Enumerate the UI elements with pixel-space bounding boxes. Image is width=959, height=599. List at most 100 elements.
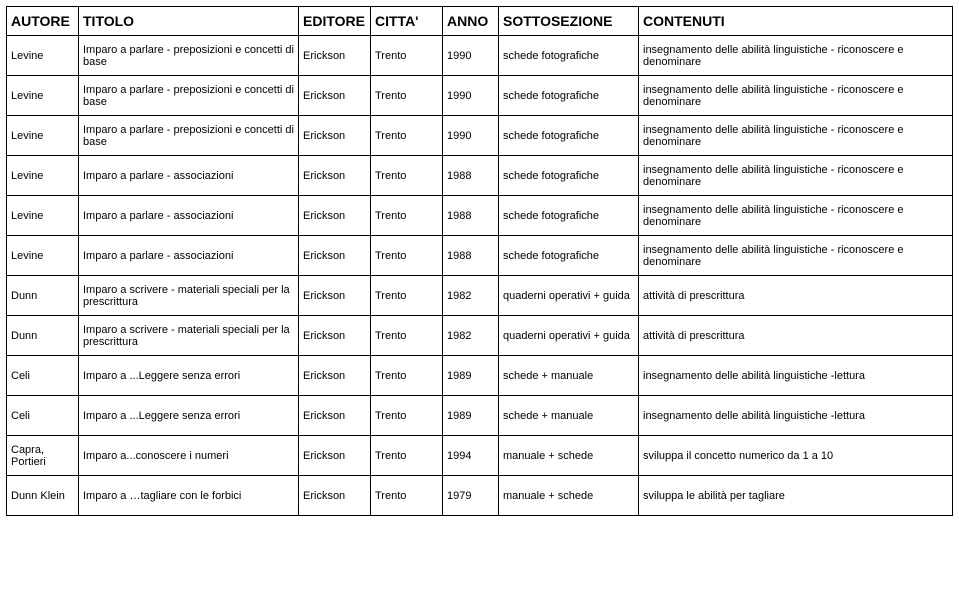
cell-anno: 1979 <box>443 476 499 516</box>
table-row: LevineImparo a parlare - preposizioni e … <box>7 76 953 116</box>
cell-anno: 1988 <box>443 156 499 196</box>
cell-contenuti: sviluppa le abilità per tagliare <box>639 476 953 516</box>
cell-autore: Celi <box>7 356 79 396</box>
cell-titolo: Imparo a ...Leggere senza errori <box>79 356 299 396</box>
cell-contenuti: attività di prescrittura <box>639 316 953 356</box>
cell-sottosezione: schede fotografiche <box>499 76 639 116</box>
cell-contenuti: insegnamento delle abilità linguistiche … <box>639 156 953 196</box>
cell-editore: Erickson <box>299 276 371 316</box>
cell-sottosezione: schede fotografiche <box>499 196 639 236</box>
cell-autore: Levine <box>7 36 79 76</box>
cell-anno: 1988 <box>443 196 499 236</box>
cell-anno: 1989 <box>443 396 499 436</box>
cell-sottosezione: schede fotografiche <box>499 116 639 156</box>
cell-editore: Erickson <box>299 36 371 76</box>
table-row: Capra, PortieriImparo a...conoscere i nu… <box>7 436 953 476</box>
table-row: DunnImparo a scrivere - materiali specia… <box>7 316 953 356</box>
cell-titolo: Imparo a parlare - associazioni <box>79 236 299 276</box>
cell-editore: Erickson <box>299 236 371 276</box>
cell-autore: Capra, Portieri <box>7 436 79 476</box>
table-row: CeliImparo a ...Leggere senza erroriEric… <box>7 396 953 436</box>
table-row: LevineImparo a parlare - associazioniEri… <box>7 196 953 236</box>
cell-anno: 1982 <box>443 276 499 316</box>
col-citta: CITTA' <box>371 7 443 36</box>
cell-sottosezione: schede + manuale <box>499 396 639 436</box>
col-titolo: TITOLO <box>79 7 299 36</box>
cell-sottosezione: schede fotografiche <box>499 156 639 196</box>
cell-citta: Trento <box>371 396 443 436</box>
cell-citta: Trento <box>371 196 443 236</box>
cell-anno: 1988 <box>443 236 499 276</box>
cell-citta: Trento <box>371 476 443 516</box>
cell-editore: Erickson <box>299 116 371 156</box>
cell-contenuti: insegnamento delle abilità linguistiche … <box>639 356 953 396</box>
cell-autore: Dunn Klein <box>7 476 79 516</box>
table-row: DunnImparo a scrivere - materiali specia… <box>7 276 953 316</box>
cell-citta: Trento <box>371 276 443 316</box>
cell-autore: Levine <box>7 156 79 196</box>
col-autore: AUTORE <box>7 7 79 36</box>
cell-sottosezione: manuale + schede <box>499 476 639 516</box>
cell-sottosezione: quaderni operativi + guida <box>499 316 639 356</box>
cell-sottosezione: schede fotografiche <box>499 236 639 276</box>
cell-citta: Trento <box>371 236 443 276</box>
cell-titolo: Imparo a …tagliare con le forbici <box>79 476 299 516</box>
cell-autore: Levine <box>7 196 79 236</box>
cell-anno: 1990 <box>443 76 499 116</box>
col-anno: ANNO <box>443 7 499 36</box>
cell-anno: 1994 <box>443 436 499 476</box>
table-row: Dunn KleinImparo a …tagliare con le forb… <box>7 476 953 516</box>
cell-autore: Dunn <box>7 316 79 356</box>
cell-sottosezione: manuale + schede <box>499 436 639 476</box>
cell-titolo: Imparo a ...Leggere senza errori <box>79 396 299 436</box>
cell-editore: Erickson <box>299 476 371 516</box>
cell-contenuti: insegnamento delle abilità linguistiche … <box>639 396 953 436</box>
cell-titolo: Imparo a parlare - associazioni <box>79 156 299 196</box>
cell-autore: Celi <box>7 396 79 436</box>
cell-titolo: Imparo a...conoscere i numeri <box>79 436 299 476</box>
table-row: LevineImparo a parlare - preposizioni e … <box>7 36 953 76</box>
cell-titolo: Imparo a parlare - preposizioni e concet… <box>79 116 299 156</box>
cell-citta: Trento <box>371 156 443 196</box>
col-editore: EDITORE <box>299 7 371 36</box>
cell-contenuti: sviluppa il concetto numerico da 1 a 10 <box>639 436 953 476</box>
cell-autore: Levine <box>7 116 79 156</box>
table-row: LevineImparo a parlare - associazioniEri… <box>7 156 953 196</box>
cell-editore: Erickson <box>299 436 371 476</box>
col-sottosezione: SOTTOSEZIONE <box>499 7 639 36</box>
cell-citta: Trento <box>371 116 443 156</box>
cell-sottosezione: quaderni operativi + guida <box>499 276 639 316</box>
cell-anno: 1990 <box>443 36 499 76</box>
cell-editore: Erickson <box>299 396 371 436</box>
cell-contenuti: insegnamento delle abilità linguistiche … <box>639 76 953 116</box>
cell-sottosezione: schede fotografiche <box>499 36 639 76</box>
cell-autore: Levine <box>7 236 79 276</box>
cell-citta: Trento <box>371 76 443 116</box>
cell-citta: Trento <box>371 436 443 476</box>
cell-titolo: Imparo a scrivere - materiali speciali p… <box>79 276 299 316</box>
cell-contenuti: insegnamento delle abilità linguistiche … <box>639 36 953 76</box>
col-contenuti: CONTENUTI <box>639 7 953 36</box>
cell-citta: Trento <box>371 356 443 396</box>
cell-contenuti: insegnamento delle abilità linguistiche … <box>639 196 953 236</box>
cell-editore: Erickson <box>299 356 371 396</box>
cell-titolo: Imparo a parlare - associazioni <box>79 196 299 236</box>
cell-titolo: Imparo a parlare - preposizioni e concet… <box>79 76 299 116</box>
cell-contenuti: attività di prescrittura <box>639 276 953 316</box>
cell-anno: 1982 <box>443 316 499 356</box>
cell-contenuti: insegnamento delle abilità linguistiche … <box>639 236 953 276</box>
cell-sottosezione: schede + manuale <box>499 356 639 396</box>
table-row: LevineImparo a parlare - associazioniEri… <box>7 236 953 276</box>
cell-editore: Erickson <box>299 196 371 236</box>
cell-editore: Erickson <box>299 316 371 356</box>
table-row: CeliImparo a ...Leggere senza erroriEric… <box>7 356 953 396</box>
cell-citta: Trento <box>371 36 443 76</box>
cell-titolo: Imparo a scrivere - materiali speciali p… <box>79 316 299 356</box>
catalog-table: AUTORE TITOLO EDITORE CITTA' ANNO SOTTOS… <box>6 6 953 516</box>
cell-autore: Levine <box>7 76 79 116</box>
cell-autore: Dunn <box>7 276 79 316</box>
cell-anno: 1989 <box>443 356 499 396</box>
cell-contenuti: insegnamento delle abilità linguistiche … <box>639 116 953 156</box>
cell-editore: Erickson <box>299 156 371 196</box>
table-row: LevineImparo a parlare - preposizioni e … <box>7 116 953 156</box>
